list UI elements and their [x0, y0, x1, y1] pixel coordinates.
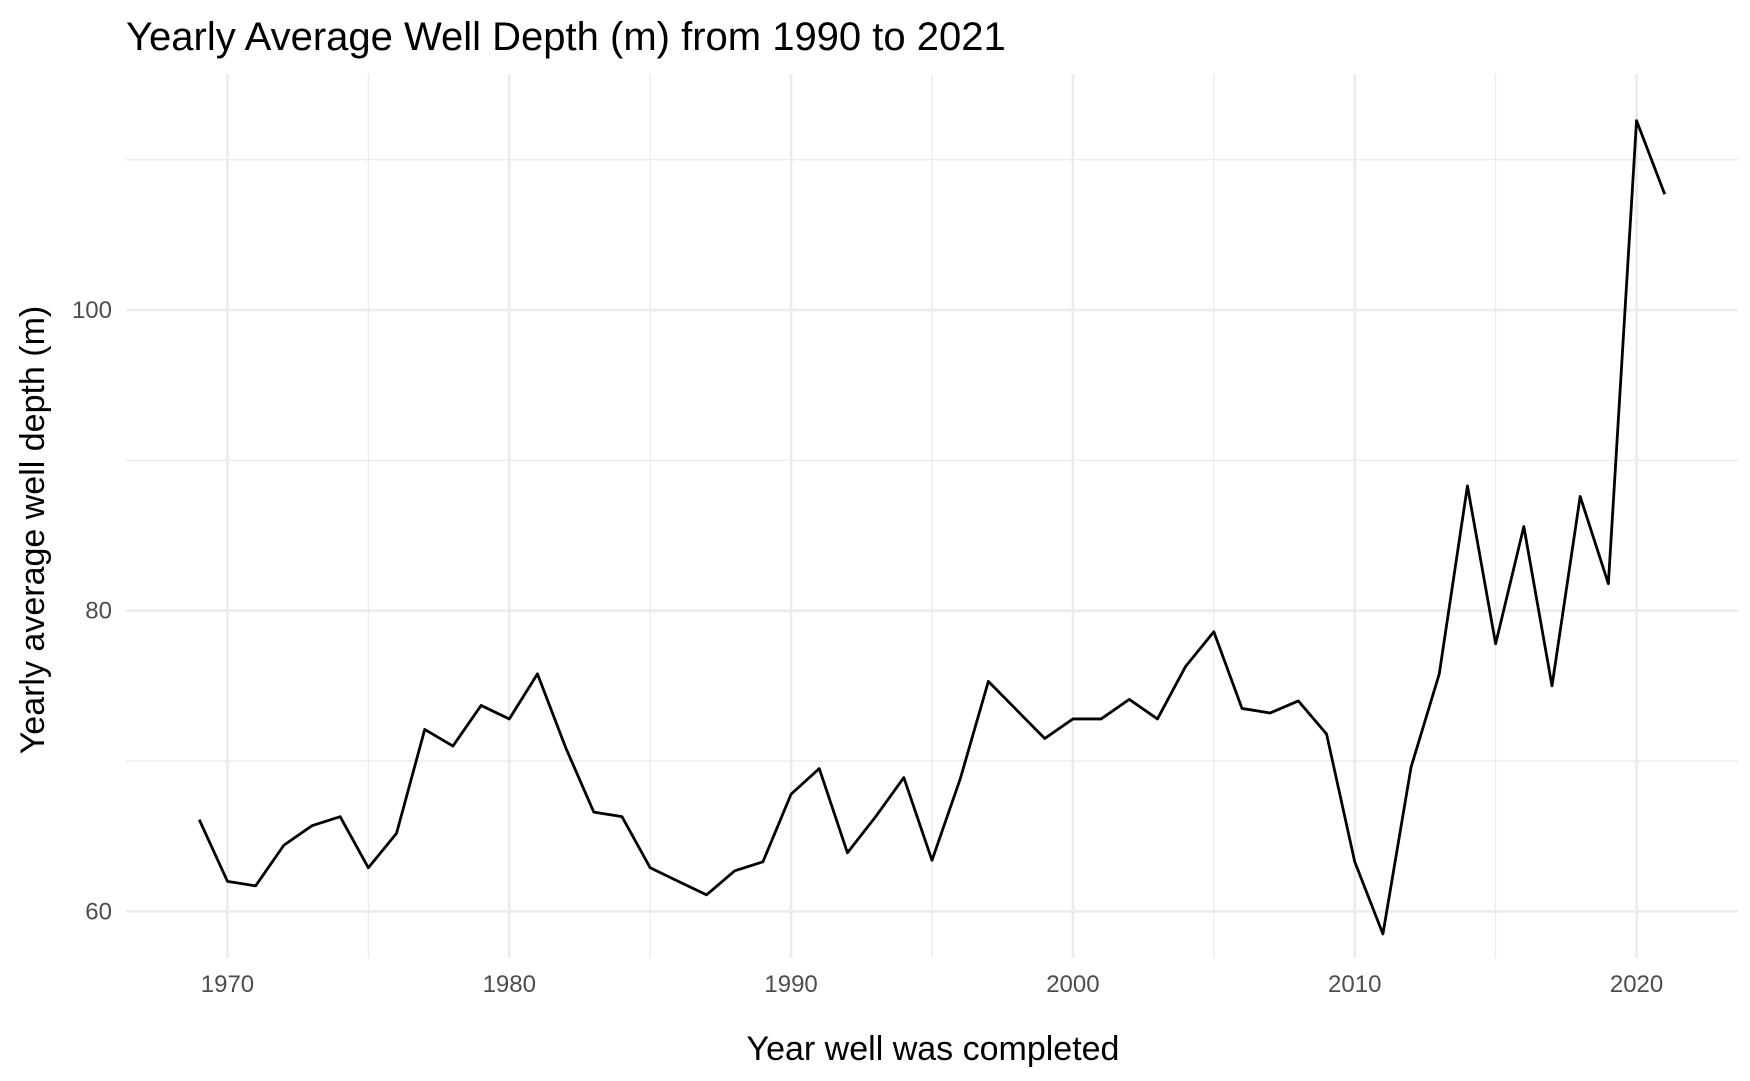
series-line [197, 119, 1667, 936]
y-axis-title: Yearly average well depth (m) [14, 306, 52, 755]
x-axis-ticks: 1970 1980 1990 2000 2010 2020 [201, 971, 1663, 998]
y-axis-ticks: 60 80 100 [72, 297, 112, 925]
x-tick-label: 1970 [201, 971, 254, 998]
y-tick-label: 60 [85, 898, 112, 925]
x-axis-title: Year well was completed [747, 1030, 1120, 1068]
y-tick-label: 80 [85, 598, 112, 625]
x-tick-label: 1980 [483, 971, 536, 998]
x-tick-label: 1990 [764, 971, 817, 998]
plot-area [197, 119, 1667, 936]
x-tick-label: 2020 [1610, 971, 1663, 998]
x-tick-label: 2000 [1046, 971, 1099, 998]
chart-title: Yearly Average Well Depth (m) from 1990 … [126, 15, 1006, 59]
grid [126, 74, 1738, 958]
x-tick-label: 2010 [1328, 971, 1381, 998]
y-tick-label: 100 [72, 297, 112, 324]
